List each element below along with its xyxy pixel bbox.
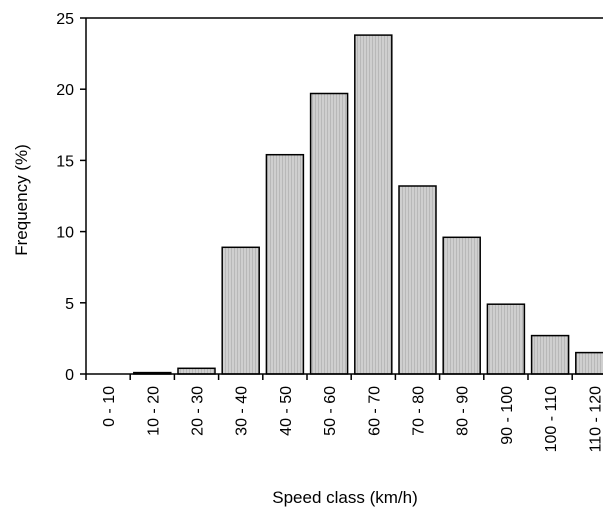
- bar-60-70: [354, 34, 393, 375]
- y-tick-label: 10: [56, 225, 74, 242]
- bar-70-80: [398, 185, 437, 375]
- bar-20-30: [177, 367, 216, 375]
- x-tick-label: 60 - 70: [366, 386, 383, 436]
- x-tick-label: 10 - 20: [145, 386, 162, 436]
- y-tick-label: 25: [56, 11, 74, 28]
- x-tick-label: 20 - 30: [190, 386, 207, 436]
- x-tick-label: 70 - 80: [411, 386, 428, 436]
- x-axis-title: Speed class (km/h): [272, 488, 418, 507]
- x-tick-label: 0 - 10: [101, 386, 118, 427]
- x-tick-label: 50 - 60: [322, 386, 339, 436]
- y-tick-label: 0: [65, 367, 74, 384]
- x-tick-label: 90 - 100: [499, 386, 516, 445]
- bar-30-40: [221, 246, 260, 375]
- bar-80-90: [442, 236, 481, 375]
- bar-50-60: [309, 92, 349, 375]
- x-tick-label: 40 - 50: [278, 386, 295, 436]
- bar-90-100: [486, 303, 526, 375]
- bars-group: [133, 34, 603, 375]
- x-tick-label: 80 - 90: [455, 386, 472, 436]
- x-tick-label: 30 - 40: [234, 386, 251, 436]
- bar-100-110: [530, 334, 570, 375]
- y-axis-title: Frequency (%): [12, 144, 31, 255]
- y-tick-label: 5: [65, 296, 74, 313]
- bar-40-50: [265, 153, 305, 375]
- labels-group: 0 5 10 15 20 25 0 - 10 10 - 20 20 - 30 30 - 40 40 …: [56, 11, 603, 452]
- y-tick-label: 20: [56, 82, 74, 99]
- axes-group: [80, 17, 603, 380]
- x-tick-label: 100 - 110: [543, 386, 560, 453]
- x-tick-label: 110 - 120: [587, 386, 603, 453]
- y-tick-label: 15: [56, 153, 74, 170]
- bar-110-120: [575, 351, 603, 375]
